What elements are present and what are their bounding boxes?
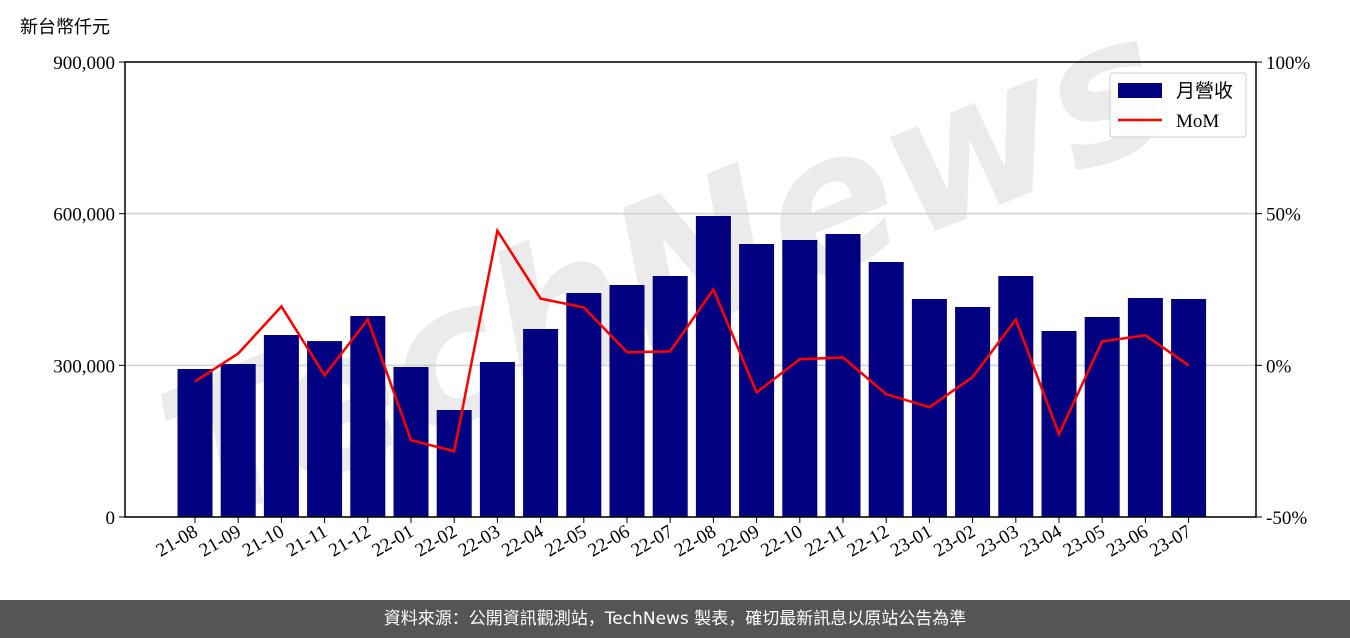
x-tick-label: 23-05 — [1060, 521, 1109, 561]
footer: 資料來源：公開資訊觀測站，TechNews 製表，確切最新訊息以原站公告為準 — [0, 600, 1350, 638]
x-tick-label: 22-02 — [412, 521, 461, 561]
y2-tick-label: 100% — [1266, 53, 1311, 74]
x-tick-label: 21-08 — [153, 521, 202, 561]
y-tick-label: 900,000 — [53, 53, 115, 74]
y-tick-label: 600,000 — [53, 205, 115, 226]
x-tick-label: 23-03 — [973, 521, 1022, 561]
bar — [955, 306, 991, 517]
y2-tick-label: 0% — [1266, 356, 1292, 377]
bar — [307, 341, 343, 517]
bar — [825, 233, 861, 518]
bar — [782, 240, 818, 517]
line — [194, 227, 1190, 453]
bar — [393, 367, 429, 517]
legend-label: MoM — [1176, 111, 1219, 132]
bar — [609, 285, 645, 517]
y2-tick-label: -50% — [1266, 508, 1307, 529]
bar — [220, 364, 256, 517]
bar — [479, 361, 515, 517]
x-tick-label: 22-09 — [714, 521, 763, 561]
legend-swatch — [1118, 83, 1162, 98]
x-tick-label: 22-08 — [671, 521, 720, 561]
x-tick-label: 22-04 — [498, 521, 547, 562]
x-tick-label: 22-11 — [801, 521, 849, 561]
bar — [177, 369, 213, 517]
x-tick-label: 22-05 — [541, 521, 590, 561]
x-tick-label: 22-12 — [844, 521, 893, 561]
x-tick-label: 22-10 — [757, 521, 806, 561]
bar — [1127, 297, 1163, 517]
x-tick-label: 23-02 — [930, 521, 979, 561]
x-tick-label: 21-12 — [325, 521, 374, 561]
y-axis-label: 新台幣仟元 — [20, 17, 110, 38]
bar — [652, 276, 688, 517]
x-tick-label: 22-03 — [455, 521, 504, 561]
y-tick-label: 0 — [106, 508, 116, 529]
plot-frame — [124, 61, 1257, 518]
legend-label: 月營收 — [1176, 80, 1233, 102]
bar — [1041, 331, 1077, 517]
bar — [566, 293, 602, 517]
x-tick-label: 22-07 — [628, 521, 677, 561]
bar — [1171, 299, 1207, 517]
bar — [868, 261, 904, 517]
bar — [523, 328, 559, 517]
bar — [739, 244, 775, 517]
bar — [1084, 317, 1120, 517]
bar — [436, 410, 472, 517]
y2-tick-label: 50% — [1266, 205, 1301, 226]
bar — [695, 215, 731, 517]
bar — [998, 276, 1034, 517]
x-tick-label: 23-07 — [1146, 521, 1195, 561]
x-tick-label: 23-01 — [887, 521, 936, 561]
x-tick-label: 23-06 — [1103, 521, 1152, 561]
x-tick-label: 22-06 — [585, 521, 634, 561]
chart: TechNews新台幣仟元0300,000600,000900,000-50%0… — [20, 0, 1311, 570]
y-tick-label: 300,000 — [53, 356, 115, 377]
x-tick-label: 23-04 — [1017, 521, 1066, 562]
bar — [263, 335, 299, 517]
x-tick-label: 22-01 — [369, 521, 418, 561]
bar — [350, 315, 386, 517]
